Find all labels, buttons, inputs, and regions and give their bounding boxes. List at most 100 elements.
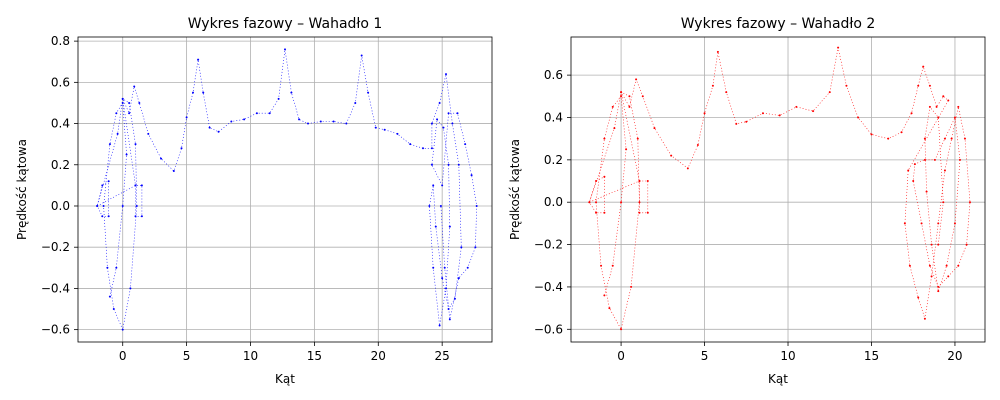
y-tick-label: 0.8 [51, 34, 70, 48]
data-point [134, 143, 137, 146]
x-tick-label: 10 [243, 349, 258, 363]
chart-1: 0 5 10 15 20 25 −0.6 −0.4 −0.2 0.0 0.2 0.4 0.6 0.8 Wyk… [15, 16, 493, 386]
data-point [135, 204, 138, 207]
y-axis-label: Prędkość kątowa [508, 139, 522, 240]
data-point [930, 275, 933, 278]
x-tick-label: 0 [617, 349, 625, 363]
y-tick-label: 0.6 [544, 68, 563, 82]
x-tick-label: 5 [701, 349, 709, 363]
data-point [108, 143, 111, 146]
data-point [434, 225, 437, 228]
data-point [653, 127, 656, 130]
x-tick-label: 20 [371, 349, 386, 363]
y-tick-label: 0.0 [544, 195, 563, 209]
data-point [298, 118, 301, 121]
axes-frame [77, 36, 493, 343]
data-point [140, 215, 143, 218]
data-point [922, 65, 925, 68]
x-tick-label: 15 [864, 349, 879, 363]
data-point [447, 163, 450, 166]
data-point [625, 148, 628, 151]
chart-title: Wykres fazowy – Wahadło 1 [188, 16, 383, 32]
data-point [116, 132, 119, 135]
data-point [121, 97, 124, 100]
data-point [928, 264, 931, 267]
y-tick-label: −0.2 [41, 240, 70, 254]
data-point [968, 201, 971, 204]
data-point [383, 128, 386, 131]
data-point [628, 105, 631, 108]
data-point [360, 54, 363, 57]
y-tick-label: 0.2 [544, 153, 563, 167]
data-point [438, 324, 441, 327]
data-point [696, 144, 699, 147]
y-tick-label: 0.6 [51, 75, 70, 89]
data-trajectory [96, 49, 478, 331]
data-point [422, 147, 424, 150]
x-tick-label: 15 [307, 349, 322, 363]
data-point [432, 184, 435, 187]
data-point [474, 246, 477, 249]
data-point [950, 137, 953, 140]
data-point [448, 318, 451, 321]
data-point [448, 225, 451, 228]
data-point [942, 95, 945, 98]
data-point [887, 137, 890, 140]
data-point [284, 48, 286, 51]
data-point [430, 122, 433, 125]
data-point [102, 204, 105, 207]
data-point [935, 105, 938, 108]
data-point [611, 105, 614, 108]
data-point [907, 169, 910, 172]
data-point [953, 116, 956, 119]
data-point [608, 307, 611, 310]
x-axis-label: Kąt [768, 372, 788, 386]
data-point [192, 91, 194, 94]
x-tick-label: 25 [435, 349, 450, 363]
data-point [112, 308, 115, 311]
data-point [180, 147, 183, 150]
y-axis-label: Prędkość kątowa [15, 139, 29, 240]
data-point [917, 296, 920, 299]
data-point [646, 211, 649, 214]
y-tick-label: −0.4 [41, 281, 70, 295]
data-point [128, 101, 131, 104]
data-point [613, 127, 616, 130]
data-point [202, 91, 205, 94]
data-point [106, 266, 109, 269]
data-point [140, 184, 143, 187]
data-point [638, 201, 641, 204]
data-point [96, 204, 99, 207]
data-point [470, 174, 473, 177]
data-point [268, 112, 271, 115]
data-point [185, 116, 188, 119]
y-tick-label: −0.4 [534, 280, 563, 294]
data-point [923, 137, 926, 140]
data-point [460, 246, 463, 249]
y-tick-label: 0.0 [51, 199, 70, 213]
data-point [457, 277, 460, 280]
data-point [430, 147, 433, 150]
data-point [870, 133, 873, 136]
x-axis-label: Kąt [275, 372, 295, 386]
data-point [115, 266, 118, 269]
data-point [396, 132, 399, 135]
data-point [958, 158, 961, 161]
data-trajectory [588, 47, 971, 331]
data-point [332, 120, 335, 123]
data-point [620, 328, 623, 331]
data-point [908, 264, 911, 267]
data-point [445, 73, 447, 76]
data-point [963, 137, 966, 140]
data-point [451, 122, 454, 125]
data-point [197, 58, 200, 61]
data-point [603, 211, 606, 214]
data-point [319, 120, 322, 123]
data-point [367, 91, 370, 94]
data-point [160, 157, 163, 160]
data-point [603, 137, 606, 140]
data-point [133, 85, 136, 88]
x-tick-label: 10 [780, 349, 795, 363]
data-point [441, 277, 444, 280]
